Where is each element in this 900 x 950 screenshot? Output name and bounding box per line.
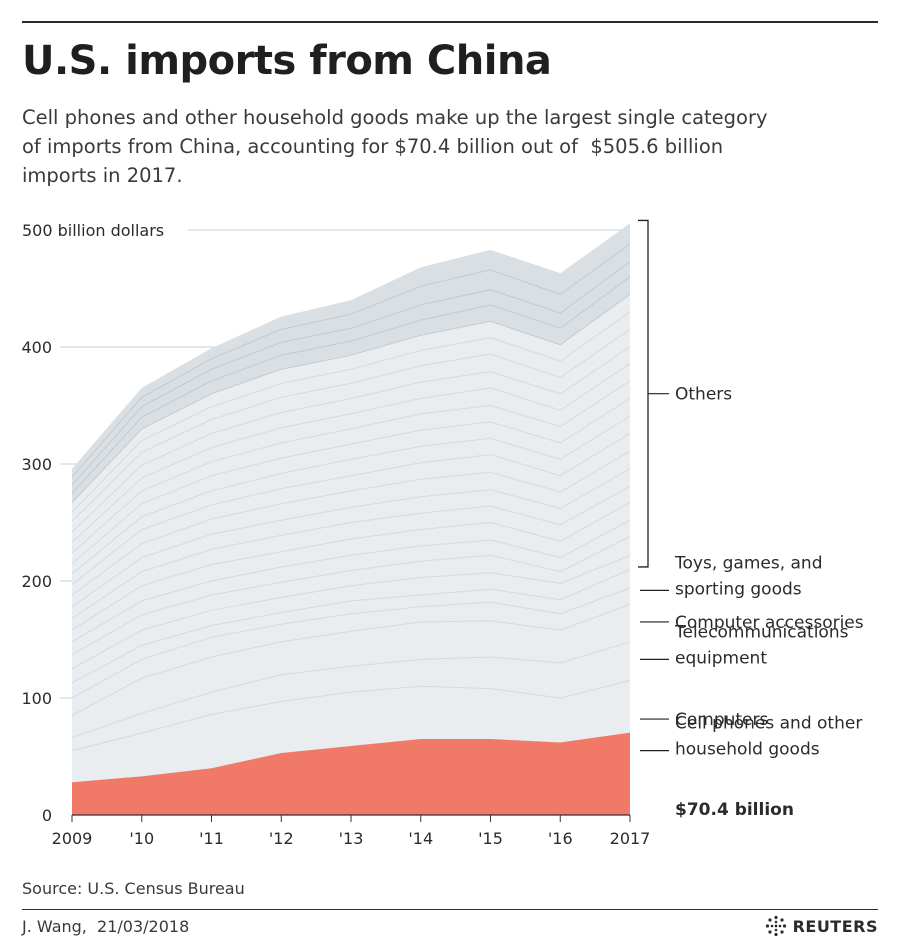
y-tick-label-3: 300 [21,455,52,474]
category-boundary-2 [71,603,631,716]
category-boundary-18 [71,328,631,522]
category-boundary-20 [71,293,631,503]
y-tick-label-2: 200 [21,572,52,591]
x-tick-label-6: '15 [478,829,503,848]
category-boundary-21 [71,276,631,494]
category-boundary-6 [71,536,631,656]
x-tick-label-3: '12 [269,829,294,848]
category-boundary-15 [71,380,631,554]
annotation-others-label: Others [675,385,732,405]
annotation-toys-line-2: sporting goods [675,579,802,599]
y-tick-label-1: 100 [21,689,52,708]
x-tick-label-1: '10 [129,829,154,848]
category-boundary-1 [71,641,631,739]
category-boundary-12 [71,433,631,585]
x-tick-label-0: 2009 [52,829,93,848]
bottom-rule [22,909,878,910]
y-tick-label-5: 500 billion dollars [22,221,164,240]
category-boundary-3 [71,587,631,699]
others-bracket [638,219,649,568]
source-note: Source: U.S. Census Bureau [22,879,245,898]
annotation-telecom-line-2: equipment [675,648,767,668]
category-boundary-4 [71,568,631,684]
category-boundary-22 [71,261,631,486]
y-tick-label-4: 400 [21,338,52,357]
annotation-cell-phones-line-1: Cell phones and other [675,714,862,734]
y-tick-label-0: 0 [42,806,52,825]
subtitle-line-1: Cell phones and other household goods ma… [22,106,768,129]
cell-phones-area [72,732,630,815]
category-boundary-14 [71,398,631,564]
chart-subtitle: Cell phones and other household goods ma… [22,103,872,190]
x-tick-label-8: 2017 [610,829,651,848]
category-boundary-23 [71,243,631,478]
annotation-cell-phones-line-2: household goods [675,740,820,760]
x-tick-label-2: '11 [199,829,224,848]
reuters-logo-text: REUTERS [792,916,878,936]
x-tick-label-7: '16 [548,829,573,848]
top-rule [22,21,878,23]
subtitle-line-3: imports in 2017. [22,164,183,187]
category-boundary-17 [71,346,631,533]
others-top-band [72,223,630,503]
annotation-toys-line-1: Toys, games, and [674,553,823,573]
category-boundary-5 [71,554,631,670]
chart-title: U.S. imports from China [22,38,552,84]
credit-line: J. Wang, 21/03/2018 [22,917,190,936]
annotation-telecom-line-1: Telecommunications [674,622,849,642]
stacked-area-chart: 0 100 200 300 400 500 billion dollars 2009 '10 '… [21,219,864,848]
x-tick-label-4: '13 [339,829,364,848]
annotation-computers-line-1: Computers [675,710,769,730]
category-boundary-16 [71,362,631,543]
category-boundary-19 [71,311,631,513]
reuters-logo: REUTERS [765,915,878,937]
category-boundary-8 [71,502,631,631]
category-boundary-0 [71,680,631,752]
category-boundary-7 [71,519,631,643]
reuters-dots-icon [765,915,786,937]
subtitle-line-2: of imports from China, accounting for $7… [22,135,724,158]
annotation-computer-accessories-line-1: Computer accessories [675,613,864,633]
category-boundary-11 [71,450,631,596]
category-boundary-10 [71,468,631,608]
category-boundary-13 [71,415,631,575]
annotation-cell-phones-value: $70.4 billion [675,800,794,820]
x-tick-label-5: '14 [408,829,433,848]
category-boundary-9 [71,485,631,619]
